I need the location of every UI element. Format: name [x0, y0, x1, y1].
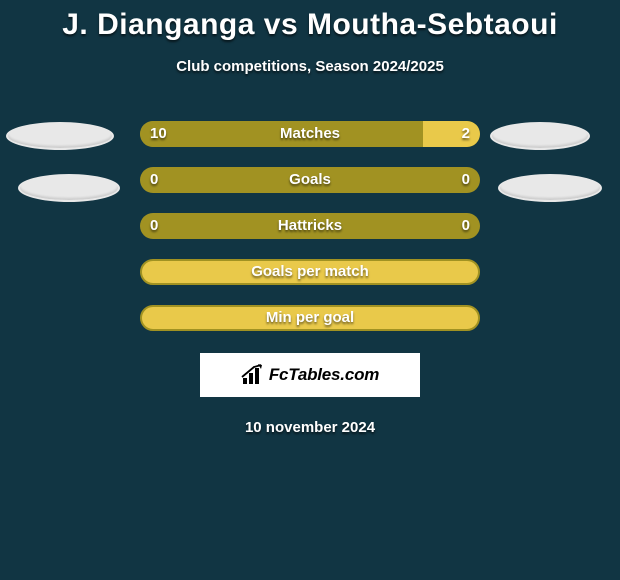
stat-bar: 10 2Matches	[140, 121, 480, 147]
stat-rows: 102Matches00Goals00HattricksGoals per ma…	[0, 111, 620, 341]
left-value: 10	[150, 121, 167, 147]
page-title: J. Dianganga vs Moutha-Sebtaoui	[0, 8, 620, 42]
left-value: 0	[150, 213, 158, 239]
stat-bar: Goals per match	[140, 259, 480, 285]
stat-label: Goals	[140, 167, 480, 193]
stat-label: Hattricks	[140, 213, 480, 239]
stat-row: 10 2Matches	[0, 111, 620, 157]
logo-text: FcTables.com	[269, 365, 379, 385]
stat-label: Min per goal	[142, 307, 478, 329]
left-value: 0	[150, 167, 158, 193]
stat-label: Matches	[140, 121, 480, 147]
stat-bar: Min per goal	[140, 305, 480, 331]
subtitle: Club competitions, Season 2024/2025	[0, 58, 620, 75]
right-value: 0	[462, 213, 470, 239]
stat-row: 0 0Goals	[0, 157, 620, 203]
stat-row: Min per goal	[0, 295, 620, 341]
right-value: 0	[462, 167, 470, 193]
stat-row: Goals per match	[0, 249, 620, 295]
right-value: 2	[462, 121, 470, 147]
comparison-widget: J. Dianganga vs Moutha-Sebtaoui Club com…	[0, 0, 620, 436]
logo-box: FcTables.com	[200, 353, 420, 397]
stat-bar: 0 0Hattricks	[140, 213, 480, 239]
stat-bar: 0 0Goals	[140, 167, 480, 193]
bars-icon	[241, 364, 265, 386]
stat-row: 0 0Hattricks	[0, 203, 620, 249]
generated-date: 10 november 2024	[0, 419, 620, 436]
stat-label: Goals per match	[142, 261, 478, 283]
